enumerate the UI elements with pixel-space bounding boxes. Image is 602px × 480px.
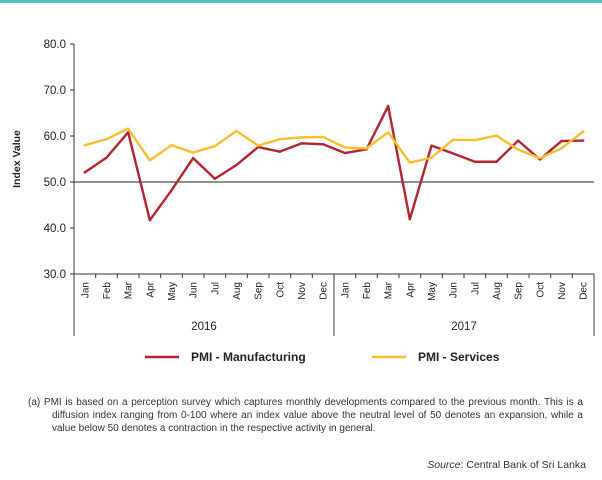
data-point-services <box>278 138 282 141</box>
x-tick-label: Sep <box>514 282 525 300</box>
top-rule <box>0 0 602 3</box>
source-note: Source: Central Bank of Sri Lanka <box>427 459 586 471</box>
data-point-services <box>365 147 368 150</box>
data-point-manufacturing <box>408 218 412 221</box>
x-tick-label: Oct <box>275 282 286 298</box>
data-point-services <box>300 136 303 139</box>
data-point-manufacturing <box>83 171 87 174</box>
y-axis-title: Index Value <box>11 130 23 188</box>
x-tick-label: Dec <box>579 282 590 300</box>
axes-layer: 30.0 40.0 50.0 60.0 70.0 80.0 Index Value Jan Fe… <box>11 39 595 336</box>
year-label: 2016 <box>191 321 217 333</box>
x-tick-label: Nov <box>557 282 568 300</box>
data-point-manufacturing <box>386 104 390 108</box>
y-tick-label: 40.0 <box>44 223 66 235</box>
legend-label: PMI - Manufacturing <box>191 350 306 364</box>
data-point-manufacturing <box>430 144 433 147</box>
x-tick-label: Mar <box>384 281 395 299</box>
data-point-manufacturing <box>451 152 455 155</box>
data-point-services <box>451 138 455 141</box>
data-point-services <box>256 144 260 147</box>
data-point-services <box>148 159 152 162</box>
data-point-manufacturing <box>473 160 477 163</box>
data-point-manufacturing <box>148 218 152 222</box>
data-point-services <box>386 131 390 134</box>
x-tick-label: Apr <box>405 281 416 297</box>
data-point-manufacturing <box>343 151 347 155</box>
x-tick-label: Nov <box>297 282 308 300</box>
data-point-manufacturing <box>560 139 563 143</box>
x-tick-label: Jun <box>189 282 200 298</box>
data-point-services <box>408 161 412 164</box>
legend-label: PMI - Services <box>418 350 500 364</box>
data-point-services <box>126 127 130 130</box>
data-point-manufacturing <box>516 139 520 142</box>
data-point-manufacturing <box>321 143 325 146</box>
x-tick-label: Jan <box>80 282 91 298</box>
x-tick-label: Mar <box>124 281 135 299</box>
data-point-services <box>495 134 498 137</box>
data-point-services <box>235 129 238 133</box>
x-tick-label: Jun <box>449 282 460 298</box>
x-tick-label: Apr <box>145 281 156 297</box>
data-point-manufacturing <box>213 177 217 180</box>
source-label: Source <box>427 459 461 471</box>
footnote: (a) PMI is based on a perception survey … <box>28 397 583 434</box>
legend-layer: PMI - Manufacturing PMI - Services <box>145 350 500 364</box>
data-point-manufacturing <box>170 189 173 192</box>
data-point-services <box>191 151 195 154</box>
series-line-services <box>83 127 585 164</box>
x-tick-label: Aug <box>492 282 503 300</box>
x-tick-label: Sep <box>254 282 265 300</box>
data-point-services <box>321 135 325 139</box>
data-point-services <box>538 156 542 160</box>
data-point-manufacturing <box>126 131 130 134</box>
y-tick-label: 30.0 <box>44 269 66 281</box>
x-tick-label: Jan <box>340 282 351 298</box>
year-label: 2017 <box>451 321 477 333</box>
series-layer <box>83 104 585 222</box>
data-point-services <box>213 144 217 148</box>
y-tick-label: 60.0 <box>44 131 66 143</box>
data-point-services <box>581 130 585 133</box>
data-point-services <box>516 148 520 151</box>
data-point-services <box>170 144 173 147</box>
data-point-manufacturing <box>278 150 282 153</box>
data-point-manufacturing <box>581 139 585 142</box>
x-tick-label: May <box>167 282 178 301</box>
data-point-services <box>430 156 433 159</box>
data-point-services <box>83 144 87 147</box>
x-tick-label: Feb <box>362 282 373 300</box>
x-tick-label: Oct <box>535 282 546 298</box>
data-point-manufacturing <box>191 156 195 160</box>
y-tick-label: 80.0 <box>44 39 66 51</box>
data-point-manufacturing <box>300 142 303 145</box>
data-point-manufacturing <box>105 156 108 159</box>
x-tick-label: Jul <box>210 282 221 295</box>
x-tick-label: May <box>427 282 438 301</box>
data-point-services <box>560 147 563 150</box>
data-point-services <box>473 138 477 142</box>
data-point-services <box>105 138 108 141</box>
source-text: : Central Bank of Sri Lanka <box>460 459 586 471</box>
x-tick-label: Feb <box>102 282 113 300</box>
x-tick-label: Jul <box>470 282 481 295</box>
x-tick-label: Aug <box>232 282 243 300</box>
data-point-manufacturing <box>495 160 498 163</box>
data-point-services <box>343 146 347 149</box>
y-tick-label: 50.0 <box>44 177 66 189</box>
data-point-manufacturing <box>235 163 238 167</box>
x-tick-label: Dec <box>319 282 330 300</box>
y-tick-label: 70.0 <box>44 85 66 97</box>
series-line-manufacturing <box>83 104 585 222</box>
